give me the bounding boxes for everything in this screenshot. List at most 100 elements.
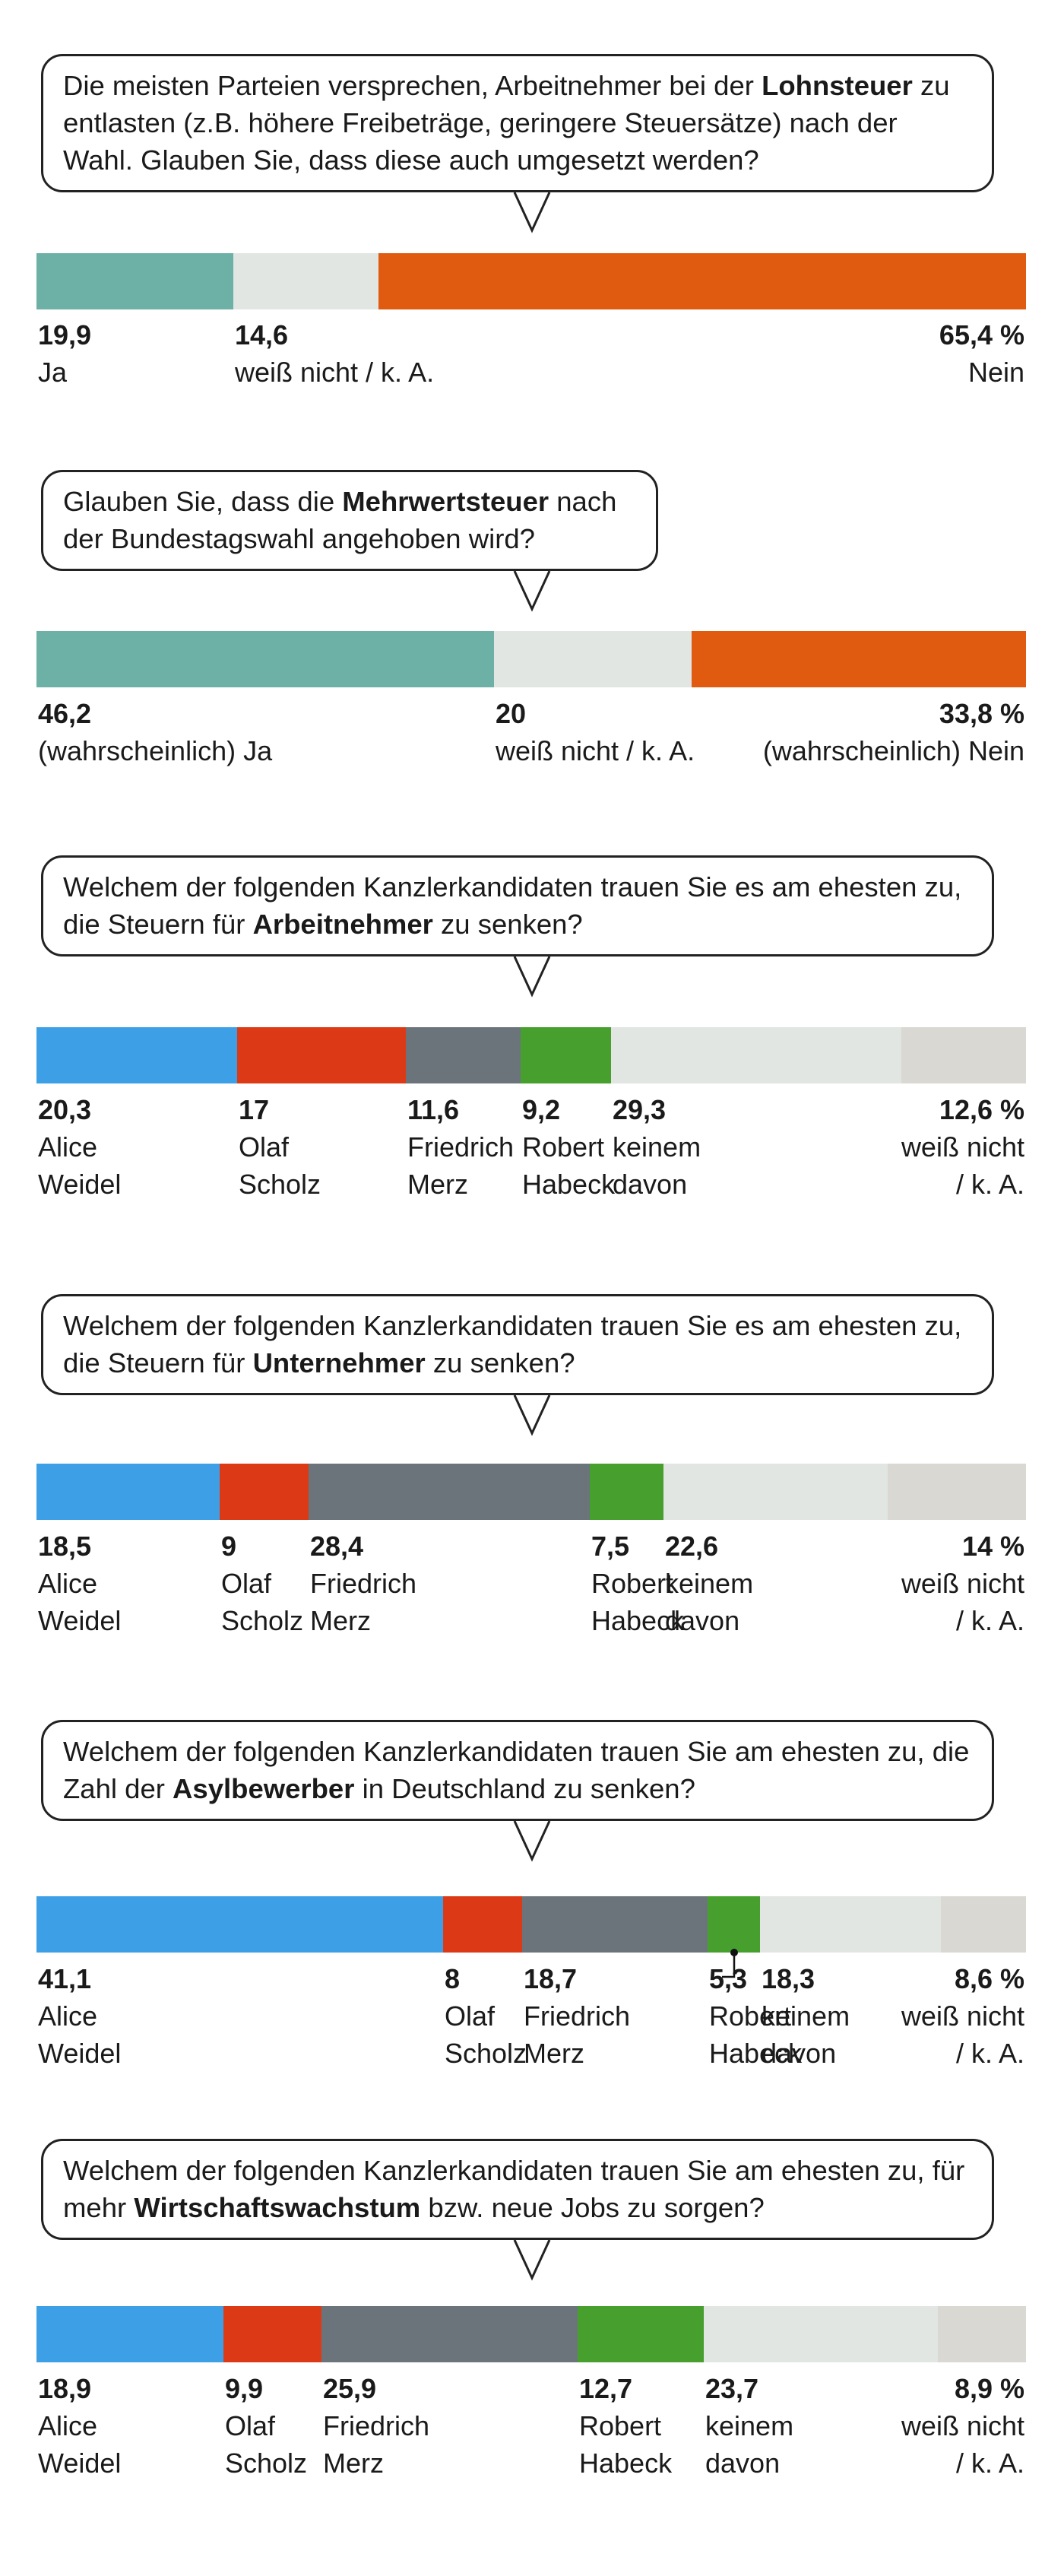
bar-segment-nein <box>378 253 1026 309</box>
question-text: Die meisten Parteien versprechen, Arbeit… <box>63 70 762 101</box>
bar-segment-scholz <box>220 1464 309 1520</box>
segment-name: (wahrscheinlich) Nein <box>763 732 1024 769</box>
segment-name-line: weiß nicht <box>901 1131 1024 1163</box>
segment-name-line: Merz <box>407 1169 468 1200</box>
bar-segment-merz <box>522 1896 708 1953</box>
segment-label: 19,9 Ja <box>38 316 91 391</box>
segment-label: 14 % weiß nicht / k. A. <box>901 1528 1024 1639</box>
question-text: nach der Bundestagswahl angehoben wird? <box>63 486 617 554</box>
segment-name: keinem davon <box>665 1565 753 1639</box>
question-text: zu entlasten (z.B. höhere Freibeträge, g… <box>63 70 950 176</box>
segment-name: Friedrich Merz <box>407 1128 514 1203</box>
question-bubble-tail <box>513 1394 551 1436</box>
segment-label: 20 weiß nicht / k. A. <box>496 695 695 769</box>
question-bubble-tail <box>513 956 551 998</box>
question-bubble-tail <box>513 570 551 612</box>
segment-name-line: Friedrich <box>524 2000 631 2032</box>
segment-value: 18,7 <box>524 1963 578 1994</box>
question-bubble-tail <box>513 192 551 233</box>
segment-name-line: Robert <box>579 2410 662 2441</box>
stacked-bar <box>36 1464 1026 1520</box>
segment-value: 14,6 <box>235 319 289 351</box>
segment-value: 20,3 <box>38 1094 92 1125</box>
segment-name-line: Habeck <box>522 1169 616 1200</box>
segment-label: 17 Olaf Scholz <box>239 1091 321 1203</box>
segment-name: Robert Habeck <box>522 1128 615 1203</box>
segment-name-line: Ja <box>38 357 68 388</box>
segment-name-line: Weidel <box>38 2448 122 2479</box>
segment-name-line: Olaf <box>445 2000 496 2032</box>
bar-segment-keinem <box>760 1896 941 1953</box>
segment-label: 28,4 Friedrich Merz <box>310 1528 416 1639</box>
segment-name-line: keinem <box>705 2410 794 2441</box>
bar-segment-ja <box>36 253 233 309</box>
bar-segment-nein <box>692 631 1026 687</box>
bar-segment-habeck <box>708 1896 760 1953</box>
question-bubble: Welchem der folgenden Kanzlerkandidaten … <box>41 2139 994 2240</box>
segment-name-line: Weidel <box>38 2038 122 2069</box>
segment-label: 9,2 Robert Habeck <box>522 1091 615 1203</box>
segment-name-line: Weidel <box>38 1169 122 1200</box>
segment-name: Olaf Scholz <box>225 2407 307 2482</box>
segment-name-line: davon <box>762 2038 837 2069</box>
segment-name: weiß nicht / k. A. <box>901 1565 1024 1639</box>
stacked-bar <box>36 1896 1026 1953</box>
segment-name: weiß nicht / k. A. <box>901 2407 1024 2482</box>
segment-name-line: Olaf <box>239 1131 290 1163</box>
segment-name-line: Robert <box>522 1131 605 1163</box>
segment-value: 7,5 <box>591 1531 630 1562</box>
segment-value: 23,7 <box>705 2373 759 2404</box>
segment-value: 41,1 <box>38 1963 92 1994</box>
segment-value: 18,3 <box>762 1963 815 1994</box>
segment-name-line: Scholz <box>221 1605 304 1636</box>
segment-label: 18,5 Alice Weidel <box>38 1528 121 1639</box>
segment-label: 41,1 Alice Weidel <box>38 1960 121 2072</box>
segment-name-line: Friedrich <box>310 1568 417 1599</box>
segment-name-line: keinem <box>613 1131 701 1163</box>
bar-segment-weidel <box>36 1464 220 1520</box>
segment-name: Alice Weidel <box>38 1565 121 1639</box>
segment-label: 25,9 Friedrich Merz <box>323 2370 429 2482</box>
bar-segment-scholz <box>443 1896 522 1953</box>
segment-name-line: Nein <box>967 357 1024 388</box>
question-text: Welchem der folgenden Kanzlerkandidaten … <box>63 1736 970 1804</box>
segment-label: 7,5 Robert Habeck <box>591 1528 684 1639</box>
bar-segment-keinem <box>611 1027 901 1083</box>
segment-name-line: Habeck <box>579 2448 673 2479</box>
segment-name: (wahrscheinlich) Ja <box>38 732 272 769</box>
segment-name-line: weiß nicht <box>901 2410 1024 2441</box>
bar-segment-merz <box>321 2306 578 2362</box>
bar-segment-neutral <box>233 253 378 309</box>
segment-name-line: Scholz <box>445 2038 527 2069</box>
segment-name-line: Friedrich <box>407 1131 515 1163</box>
bar-segment-merz <box>406 1027 521 1083</box>
segment-name-line: keinem <box>762 2000 850 2032</box>
segment-name: weiß nicht / k. A. <box>496 732 695 769</box>
bar-segment-habeck <box>590 1464 663 1520</box>
segment-label: 5,3 Robert Habeck <box>709 1960 802 2072</box>
question-text: zu senken? <box>432 909 583 940</box>
segment-name-line: Scholz <box>239 1169 321 1200</box>
segment-name: keinem davon <box>762 1997 850 2072</box>
segment-value: 8,6 % <box>954 1963 1024 1994</box>
segment-value: 46,2 <box>38 698 92 729</box>
segment-name: weiß nicht / k. A. <box>901 1997 1024 2072</box>
segment-label: 22,6 keinem davon <box>665 1528 753 1639</box>
bar-segment-habeck <box>578 2306 704 2362</box>
segment-name-line: Merz <box>323 2448 384 2479</box>
segment-label: 12,6 % weiß nicht / k. A. <box>901 1091 1024 1203</box>
segment-label: 18,3 keinem davon <box>762 1960 850 2072</box>
segment-value: 33,8 % <box>939 698 1024 729</box>
segment-name-line: Scholz <box>225 2448 308 2479</box>
segment-label: 18,7 Friedrich Merz <box>524 1960 630 2072</box>
segment-name: Alice Weidel <box>38 1128 121 1203</box>
bar-segment-keinem <box>704 2306 938 2362</box>
segment-name-line: (wahrscheinlich) Ja <box>38 735 273 766</box>
segment-name: Olaf Scholz <box>445 1997 527 2072</box>
segment-name: Alice Weidel <box>38 1997 121 2072</box>
segment-name-line: Alice <box>38 1568 98 1599</box>
bar-segment-weissnicht <box>938 2306 1026 2362</box>
segment-value: 9 <box>221 1531 237 1562</box>
segment-value: 22,6 <box>665 1531 719 1562</box>
